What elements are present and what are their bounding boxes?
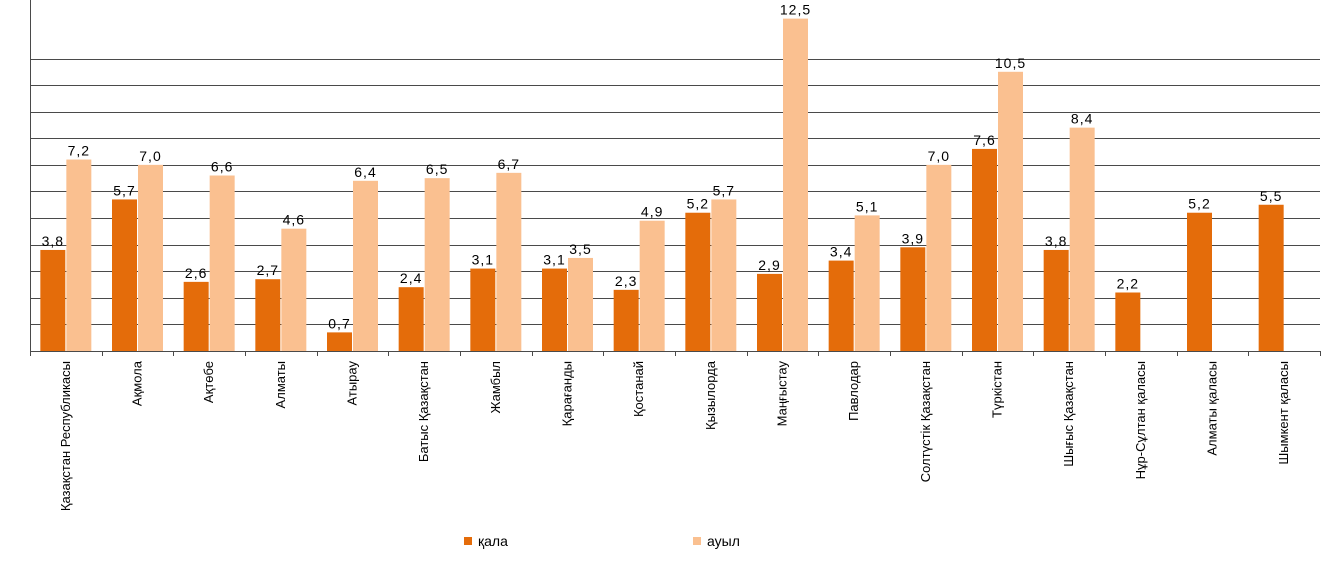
data-label: 5,5 [1260, 188, 1282, 204]
bar-auyl [353, 180, 378, 351]
bar-auyl [138, 164, 163, 351]
category-label: Нұр-Сұлтан қаласы [1133, 361, 1148, 479]
bar-auyl [209, 175, 235, 351]
category-label: Солтүстік Қазақстан [918, 361, 933, 482]
bar-kala [183, 281, 209, 351]
data-label: 3,4 [830, 244, 852, 260]
legend: қала ауыл [464, 533, 740, 549]
category-labels: Қазақстан Республикасы Ақмола Ақтөбе Алматы… [58, 360, 1291, 511]
data-labels: 3,8 7,2 5,7 7,0 2,6 6,6 2,7 4,6 0,7 6,4 2,4 6,5 3,1 6… [42, 2, 1282, 332]
data-label: 2,6 [185, 265, 207, 281]
data-label: 0,7 [328, 315, 350, 331]
data-label: 2,9 [758, 257, 780, 273]
bar-kala [327, 332, 352, 351]
bar-kala [1258, 204, 1284, 351]
data-label: 6,4 [354, 164, 376, 180]
axes [30, 0, 1321, 356]
category-label: Түркістан [990, 361, 1005, 418]
data-label: 7,2 [68, 143, 90, 159]
category-label: Шымкент қаласы [1276, 361, 1291, 465]
bar-auyl [783, 18, 808, 351]
data-label: 5,7 [713, 182, 735, 198]
legend-label-kala: қала [478, 533, 508, 549]
bar-kala [900, 247, 926, 351]
data-label: 4,6 [283, 212, 305, 228]
data-label: 5,2 [687, 196, 709, 212]
category-label: Ақтөбе [201, 361, 216, 403]
bar-kala [398, 287, 424, 351]
bar-auyl [496, 172, 522, 351]
data-label: 7,6 [973, 132, 995, 148]
bar-kala [1043, 249, 1069, 351]
gridlines [30, 59, 1320, 325]
category-label: Қызылорда [703, 360, 718, 430]
data-label: 6,6 [211, 159, 233, 175]
category-label: Қостанай [631, 361, 646, 417]
data-label: 3,1 [472, 252, 494, 268]
data-label: 12,5 [780, 2, 811, 18]
category-label: Жамбыл [488, 361, 503, 414]
bar-auyl [926, 164, 952, 351]
category-label: Алматы қаласы [1205, 361, 1220, 456]
data-label: 3,5 [569, 241, 591, 257]
bar-auyl [568, 257, 593, 351]
bar-auyl [424, 178, 450, 351]
data-label: 2,2 [1117, 276, 1139, 292]
bar-kala [685, 212, 711, 351]
data-label: 2,3 [615, 273, 637, 289]
data-label: 3,8 [42, 233, 64, 249]
data-label: 7,0 [928, 148, 950, 164]
bar-auyl [281, 228, 307, 351]
data-label: 2,7 [257, 262, 279, 278]
category-label: Батыс Қазақстан [416, 361, 431, 462]
data-label: 5,1 [856, 198, 878, 214]
bar-kala [972, 148, 997, 351]
data-label: 7,0 [139, 148, 161, 164]
bar-kala [470, 268, 496, 351]
bar-auyl [1069, 127, 1095, 352]
bar-auyl [998, 71, 1023, 351]
data-label: 3,9 [902, 230, 924, 246]
data-label: 8,4 [1071, 111, 1093, 127]
data-label: 3,1 [543, 252, 565, 268]
category-label: Маңғыстау [775, 361, 790, 427]
legend-swatch-kala [464, 537, 472, 545]
data-label: 3,8 [1045, 233, 1067, 249]
bar-kala [1187, 212, 1212, 351]
bar-kala [255, 279, 281, 351]
category-label: Алматы [273, 361, 288, 408]
data-label: 6,7 [498, 156, 520, 172]
bar-kala [40, 249, 66, 351]
bar-auyl [854, 215, 880, 351]
bars [40, 18, 1284, 352]
data-label: 5,2 [1188, 196, 1210, 212]
data-label: 6,5 [426, 161, 448, 177]
category-label: Ақмола [130, 360, 145, 406]
bar-kala [828, 260, 854, 351]
bar-auyl [711, 199, 737, 351]
category-label: Қазақстан Республикасы [58, 361, 73, 511]
bar-auyl [639, 220, 665, 351]
bar-kala [1115, 292, 1141, 351]
bar-auyl [66, 159, 92, 351]
data-label: 10,5 [995, 55, 1026, 71]
category-label: Атырау [345, 361, 360, 406]
category-label: Қарағанды [560, 361, 575, 426]
legend-label-auyl: ауыл [707, 533, 740, 549]
data-label: 4,9 [641, 204, 663, 220]
bar-kala [613, 289, 639, 351]
data-label: 5,7 [113, 182, 135, 198]
data-label: 2,4 [400, 270, 422, 286]
category-label: Павлодар [846, 361, 861, 421]
bar-kala [542, 268, 567, 351]
legend-swatch-auyl [693, 537, 701, 545]
bar-kala [757, 273, 782, 351]
category-label: Шығыс Қазақстан [1061, 361, 1076, 467]
bar-kala [112, 199, 137, 351]
